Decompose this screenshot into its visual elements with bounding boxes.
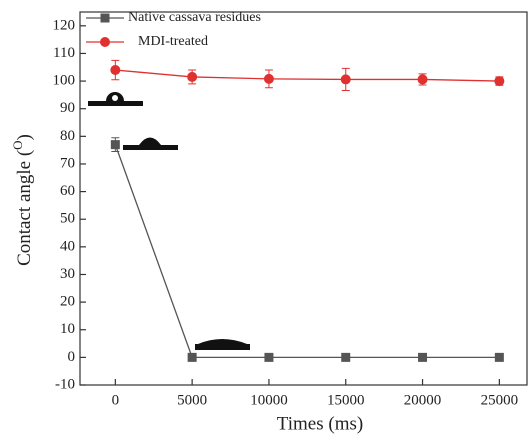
y-label-end: )	[14, 134, 35, 140]
y-tick-label: 90	[60, 100, 75, 116]
y-label-text: Contact angle (	[14, 150, 35, 266]
x-axis-label: Times (ms)	[277, 413, 363, 434]
y-tick-label: 0	[68, 349, 76, 365]
x-tick-label: 20000	[404, 392, 442, 408]
y-tick-label: 70	[60, 155, 75, 171]
series-line	[114, 144, 500, 359]
data-point	[340, 74, 351, 85]
data-point	[418, 352, 428, 362]
x-tick-label: 0	[112, 392, 120, 408]
x-tick-label: 15000	[327, 392, 365, 408]
data-point	[110, 140, 120, 150]
legend-marker	[100, 13, 110, 23]
legend-marker	[100, 37, 110, 47]
droplet-images	[88, 92, 250, 350]
x-tick-label: 10000	[250, 392, 288, 408]
y-tick-label: 110	[53, 45, 75, 61]
x-tick-label: 25000	[481, 392, 519, 408]
data-point	[110, 65, 121, 76]
data-point	[494, 352, 504, 362]
data-point	[264, 352, 274, 362]
data-point	[417, 74, 428, 85]
y-label-sup: O	[10, 140, 25, 149]
legend-label: MDI-treated	[138, 34, 208, 49]
data-point	[187, 352, 197, 362]
y-axis-label: Contact angle (O)	[10, 134, 35, 266]
legend-label: Native cassava residues	[128, 10, 261, 25]
y-tick-label: 30	[60, 266, 75, 282]
y-tick-label: 20	[60, 294, 75, 310]
y-tick-label: 60	[60, 183, 75, 199]
y-tick-label: 80	[60, 128, 75, 144]
y-tick-label: 100	[53, 73, 76, 89]
y-tick-label: 50	[60, 211, 75, 227]
data-point	[263, 73, 274, 84]
series-line	[115, 69, 500, 82]
y-tick-label: -10	[55, 376, 75, 392]
plot-frame	[79, 11, 528, 386]
data-point	[494, 76, 505, 87]
data-point	[187, 71, 198, 82]
y-tick-label: 120	[53, 17, 76, 33]
y-tick-label: 10	[60, 321, 75, 337]
x-tick-label: 5000	[177, 392, 207, 408]
y-tick-label: 40	[60, 238, 75, 254]
data-point	[341, 352, 351, 362]
